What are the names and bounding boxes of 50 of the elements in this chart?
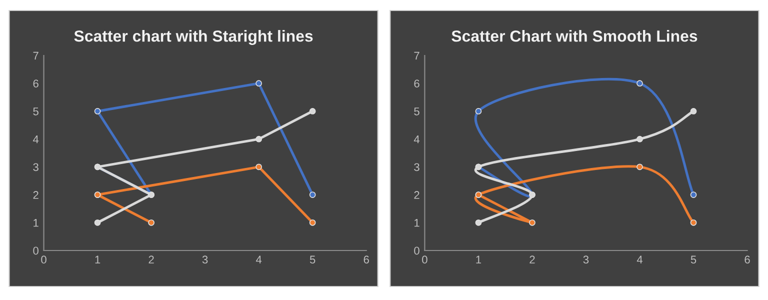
- y-tick-label: 0: [33, 246, 38, 255]
- x-tick-label: 6: [744, 256, 750, 264]
- y-tick-label: 6: [33, 80, 38, 88]
- point: [690, 219, 697, 226]
- point: [475, 219, 482, 226]
- x-tick-label: 4: [256, 256, 262, 264]
- y-tick-label: 2: [414, 191, 420, 199]
- point: [309, 108, 316, 114]
- point: [309, 219, 316, 226]
- y-tick-label: 0: [414, 246, 420, 255]
- point: [475, 108, 482, 114]
- chart-title: Scatter Chart with Smooth Lines: [452, 30, 698, 42]
- y-tick-label: 1: [414, 219, 420, 227]
- point: [690, 108, 697, 114]
- y-tick-label: 3: [414, 163, 420, 172]
- x-tick-label: 5: [310, 256, 316, 264]
- point: [690, 192, 697, 198]
- y-tick-label: 4: [32, 135, 39, 144]
- x-tick-label: 1: [476, 256, 482, 264]
- point: [256, 80, 262, 87]
- y-tick-label: 7: [33, 52, 38, 60]
- y-tick-label: 7: [414, 52, 420, 60]
- y-tick-label: 4: [414, 135, 420, 144]
- y-tick-label: 5: [414, 108, 420, 116]
- y-tick-label: 5: [33, 108, 38, 116]
- x-tick-label: 2: [530, 256, 535, 264]
- x-tick-label: 5: [690, 256, 696, 264]
- point: [636, 136, 643, 142]
- x-tick-label: 6: [364, 256, 369, 264]
- point: [256, 164, 262, 170]
- point: [94, 219, 101, 226]
- point: [148, 219, 154, 226]
- y-tick-label: 3: [33, 163, 38, 172]
- x-tick-label: 1: [95, 256, 100, 264]
- chart-title: Scatter chart with Staright lines: [74, 30, 313, 45]
- x-tick-label: 3: [583, 256, 589, 264]
- x-tick-label: 3: [202, 256, 208, 264]
- x-tick-label: 2: [148, 256, 154, 264]
- x-tick-label: 0: [41, 256, 46, 264]
- point: [529, 219, 536, 226]
- x-tick-label: 0: [422, 256, 428, 264]
- point: [309, 192, 316, 198]
- y-tick-label: 1: [34, 219, 38, 227]
- point: [636, 164, 643, 170]
- point: [636, 80, 643, 87]
- y-tick-label: 6: [414, 80, 420, 88]
- y-tick-label: 2: [33, 191, 38, 199]
- x-tick-label: 4: [636, 256, 643, 264]
- point: [94, 108, 101, 114]
- point: [256, 136, 262, 142]
